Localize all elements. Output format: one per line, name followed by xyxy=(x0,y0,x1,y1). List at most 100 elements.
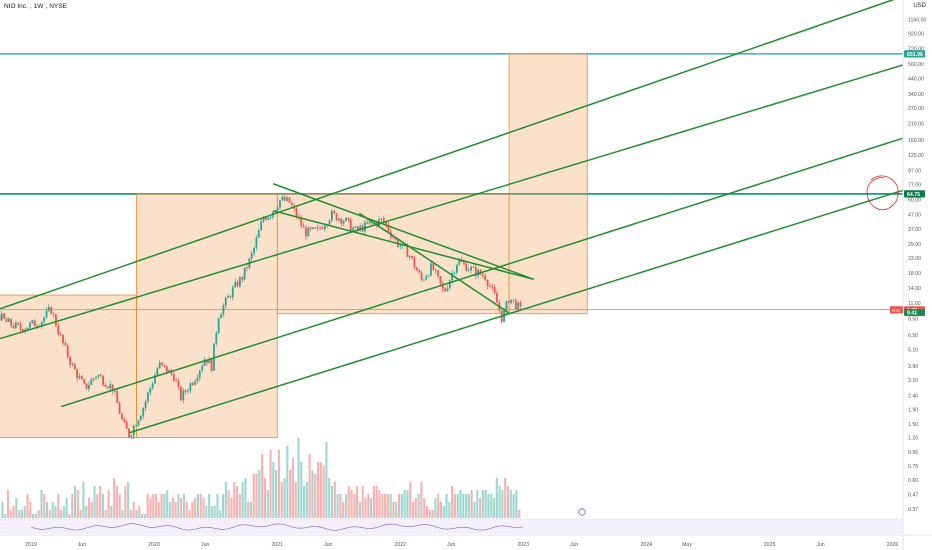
volume-bar-168 xyxy=(470,490,473,518)
volume-bar-167 xyxy=(467,494,470,518)
volume-bar-159 xyxy=(445,494,448,518)
price-tick-label-6: 270.00 xyxy=(908,106,924,112)
volume-bar-79 xyxy=(222,494,225,518)
volume-bar-28 xyxy=(79,510,82,518)
candle-body-159 xyxy=(368,221,371,224)
candle-body-213 xyxy=(496,293,498,303)
candle-body-70 xyxy=(158,362,161,369)
volume-bar-130 xyxy=(364,498,367,518)
candle-body-202 xyxy=(470,266,472,271)
indicator-marker xyxy=(578,508,586,516)
volume-bar-184 xyxy=(515,490,518,518)
volume-bar-41 xyxy=(115,486,118,518)
volume-bar-54 xyxy=(152,494,155,518)
price-tick-label-22: 5.10 xyxy=(908,348,918,354)
volume-bar-175 xyxy=(490,494,493,518)
price-tick-label-24: 3.10 xyxy=(908,378,918,384)
candle-body-73 xyxy=(165,366,168,373)
price-label-text-0: 651.96 xyxy=(907,52,923,58)
candle-body-22 xyxy=(45,310,48,318)
volume-bar-32 xyxy=(90,502,93,518)
candle-body-176 xyxy=(408,256,411,257)
volume-bar-57 xyxy=(160,494,163,518)
candle-body-135 xyxy=(312,227,314,230)
candle-body-78 xyxy=(177,381,180,387)
volume-bar-89 xyxy=(249,502,253,518)
candle-body-94 xyxy=(215,333,218,344)
volume-bar-36 xyxy=(101,494,105,518)
candle-body-115 xyxy=(264,217,267,220)
volume-bar-158 xyxy=(442,506,445,518)
trend-line-3 xyxy=(129,189,904,434)
volume-bar-134 xyxy=(375,486,378,518)
time-tick-label-0: 2019 xyxy=(25,542,37,548)
candle-body-30 xyxy=(64,343,67,346)
time-tick-label-2: 2020 xyxy=(148,542,160,548)
price-tick-label-20: 8.50 xyxy=(908,317,918,323)
volume-bar-166 xyxy=(465,494,468,518)
volume-bar-109 xyxy=(305,482,308,518)
candle-body-222 xyxy=(517,302,520,310)
volume-bar-25 xyxy=(71,494,74,518)
volume-bar-12 xyxy=(34,514,37,518)
candle-body-66 xyxy=(149,388,152,393)
candle-body-211 xyxy=(491,286,494,288)
volume-bar-96 xyxy=(269,450,272,518)
volume-bar-122 xyxy=(342,502,345,518)
price-tick-label-33: 0.37 xyxy=(908,507,918,513)
volume-bar-5 xyxy=(15,498,18,518)
candle-body-33 xyxy=(71,363,74,365)
volume-bar-140 xyxy=(392,502,395,518)
candle-body-95 xyxy=(217,318,220,334)
volume-bar-66 xyxy=(185,502,188,518)
candle-body-184 xyxy=(427,275,430,277)
volume-bar-94 xyxy=(263,478,267,518)
indicator-panel xyxy=(0,518,904,534)
volume-bar-9 xyxy=(26,494,29,518)
candle-body-52 xyxy=(116,390,119,404)
volume-bar-87 xyxy=(244,478,247,518)
candle-body-113 xyxy=(260,221,263,231)
candle-body-138 xyxy=(319,227,321,229)
volume-bar-16 xyxy=(46,502,49,518)
volume-bar-15 xyxy=(43,494,46,518)
volume-bar-132 xyxy=(370,498,373,518)
volume-bar-118 xyxy=(330,486,334,518)
candle-body-221 xyxy=(514,300,517,310)
volume-bar-181 xyxy=(506,486,510,518)
candle-body-10 xyxy=(17,322,20,325)
volume-bar-51 xyxy=(143,514,146,518)
volume-bar-128 xyxy=(358,502,361,518)
volume-bar-138 xyxy=(386,494,389,518)
volume-bar-22 xyxy=(62,506,65,518)
volume-bar-160 xyxy=(448,502,451,518)
volume-bar-70 xyxy=(196,494,199,518)
trend-line-6 xyxy=(358,212,510,314)
candle-body-54 xyxy=(121,414,123,420)
price-tick-label-5: 340.00 xyxy=(908,92,924,98)
volume-bar-90 xyxy=(252,474,255,518)
volume-bar-68 xyxy=(191,502,194,518)
price-tick-label-12: 60.00 xyxy=(908,198,921,204)
candle-body-8 xyxy=(12,325,15,329)
volume-bar-78 xyxy=(219,510,222,518)
price-tick-label-23: 3.90 xyxy=(908,364,918,370)
candle-body-219 xyxy=(510,299,513,303)
volume-bar-108 xyxy=(303,486,306,518)
candle-body-196 xyxy=(455,264,458,273)
candle-body-21 xyxy=(43,317,46,322)
time-tick-label-14: 2026 xyxy=(887,542,899,548)
candle-body-182 xyxy=(422,279,425,281)
candle-body-79 xyxy=(180,386,182,401)
range-box-2 xyxy=(276,193,510,315)
volume-bar-21 xyxy=(60,510,63,518)
volume-bar-56 xyxy=(157,502,160,518)
volume-bar-62 xyxy=(174,502,177,518)
volume-bar-111 xyxy=(311,470,314,518)
price-label-tag-1 xyxy=(904,190,925,198)
price-tick-label-4: 440.00 xyxy=(908,77,924,83)
candle-body-11 xyxy=(19,324,22,330)
price-tick-label-8: 160.00 xyxy=(908,138,924,144)
candle-body-144 xyxy=(333,211,336,214)
